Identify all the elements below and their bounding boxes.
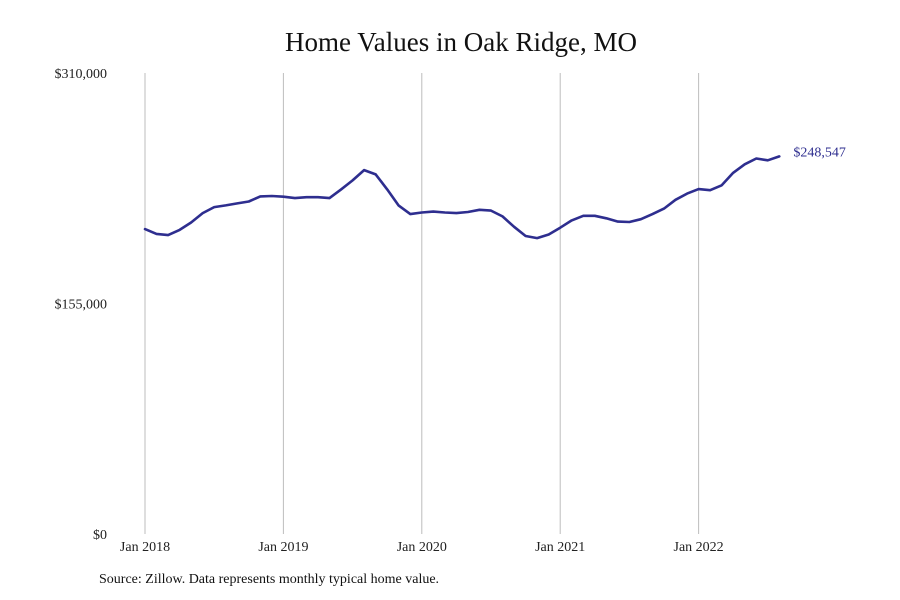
gridlines	[144, 73, 700, 534]
x-tick-label: Jan 2019	[258, 540, 308, 555]
chart-title: Home Values in Oak Ridge, MO	[285, 27, 637, 57]
series-end-label: $248,547	[793, 145, 846, 160]
y-axis-ticks: $0 $155,000 $310,000	[55, 67, 108, 543]
x-tick-label: Jan 2021	[535, 540, 585, 555]
x-tick-label: Jan 2022	[674, 540, 724, 555]
y-tick-label: $0	[93, 528, 107, 543]
x-tick-label: Jan 2018	[120, 540, 170, 555]
y-tick-label: $310,000	[55, 67, 108, 82]
x-axis-ticks: Jan 2018 Jan 2019 Jan 2020 Jan 2021 Jan 2022	[120, 540, 724, 555]
y-tick-label: $155,000	[55, 298, 108, 313]
source-note: Source: Zillow. Data represents monthly …	[99, 572, 440, 587]
x-tick-label: Jan 2020	[397, 540, 447, 555]
series-group: $248,547	[143, 145, 846, 240]
series-line	[143, 155, 781, 240]
